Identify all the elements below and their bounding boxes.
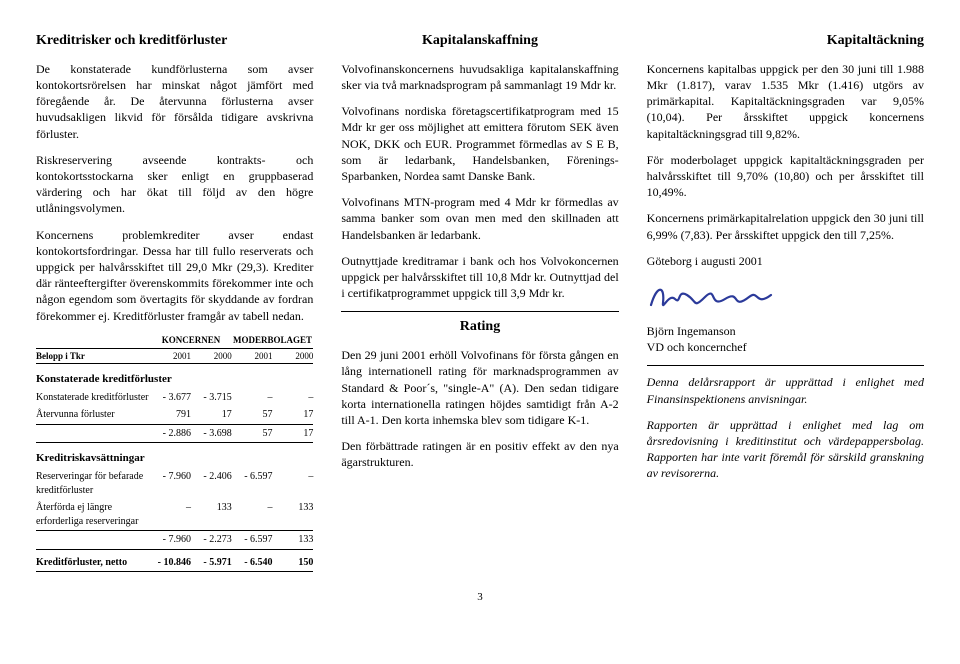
table-row: Återförda ej längre erforderliga reserve… bbox=[36, 499, 313, 531]
note-1: Denna delårsrapport är upprättad i enlig… bbox=[647, 374, 924, 406]
para-rating-2: Den förbättrade ratingen är en positiv e… bbox=[341, 438, 618, 470]
heading-kapitaltackning: Kapitaltäckning bbox=[647, 32, 924, 51]
city-date: Göteborg i augusti 2001 bbox=[647, 253, 924, 269]
column-kreditrisker: Kreditrisker och kreditförluster De kons… bbox=[36, 32, 313, 572]
para-funding-1: Volvofinanskoncernens huvudsakliga kapit… bbox=[341, 61, 618, 93]
note-2: Rapporten är upprättad i enlighet med la… bbox=[647, 417, 924, 482]
signature-icon bbox=[647, 279, 924, 315]
divider bbox=[341, 311, 618, 312]
heading-kreditrisker: Kreditrisker och kreditförluster bbox=[36, 32, 313, 51]
para-rating-1: Den 29 juni 2001 erhöll Volvofinans för … bbox=[341, 347, 618, 428]
table-total: Kreditförluster, netto - 10.846 - 5.971 … bbox=[36, 554, 313, 573]
year-col-2: 2001 bbox=[232, 350, 273, 362]
year-col-3: 2000 bbox=[273, 350, 314, 362]
table-section-2-title: Kreditriskavsättningar bbox=[36, 451, 313, 466]
table-subtotal-2: - 7.960 - 2.273 - 6.597 133 bbox=[36, 531, 313, 550]
divider bbox=[647, 365, 924, 366]
para-credit-3: Koncernens problemkrediter avser endast … bbox=[36, 227, 313, 324]
para-funding-4: Outnyttjade kreditramar i bank och hos V… bbox=[341, 253, 618, 302]
para-funding-3: Volvofinans MTN-program med 4 Mdr kr för… bbox=[341, 194, 618, 243]
para-cover-1: Koncernens kapitalbas uppgick per den 30… bbox=[647, 61, 924, 142]
amount-label: Belopp i Tkr bbox=[36, 350, 150, 362]
table-row: Konstaterade kreditförluster - 3.677 - 3… bbox=[36, 389, 313, 407]
signer-name: Björn Ingemanson bbox=[647, 323, 924, 339]
para-cover-2: För moderbolaget uppgick kapitaltäckning… bbox=[647, 152, 924, 201]
year-col-0: 2001 bbox=[150, 350, 191, 362]
para-funding-2: Volvofinans nordiska företagscertifikatp… bbox=[341, 103, 618, 184]
column-kapitaltackning: Kapitaltäckning Koncernens kapitalbas up… bbox=[647, 32, 924, 572]
table-year-header: Belopp i Tkr 2001 2000 2001 2000 bbox=[36, 349, 313, 364]
para-credit-2: Riskreservering avseende kontrakts- och … bbox=[36, 152, 313, 217]
column-kapitalanskaffning: Kapitalanskaffning Volvofinanskoncernens… bbox=[341, 32, 618, 572]
table-subtotal-1: - 2.886 - 3.698 57 17 bbox=[36, 425, 313, 444]
table-section-1-title: Konstaterade kreditförluster bbox=[36, 372, 313, 387]
page-number: 3 bbox=[36, 590, 924, 605]
table-row: Återvunna förluster 791 17 57 17 bbox=[36, 406, 313, 425]
col-group-koncernen: KONCERNEN bbox=[150, 334, 232, 346]
signer-title: VD och koncernchef bbox=[647, 339, 924, 355]
para-cover-3: Koncernens primärkapitalrelation uppgick… bbox=[647, 210, 924, 242]
year-col-1: 2000 bbox=[191, 350, 232, 362]
heading-kapitalanskaffning: Kapitalanskaffning bbox=[341, 32, 618, 51]
table-row: Reserveringar för befarade kreditförlust… bbox=[36, 468, 313, 499]
para-credit-1: De konstaterade kundförlusterna som avse… bbox=[36, 61, 313, 142]
heading-rating: Rating bbox=[341, 318, 618, 337]
table-group-header: KONCERNEN MODERBOLAGET bbox=[36, 334, 313, 349]
col-group-moderbolaget: MODERBOLAGET bbox=[232, 334, 314, 346]
